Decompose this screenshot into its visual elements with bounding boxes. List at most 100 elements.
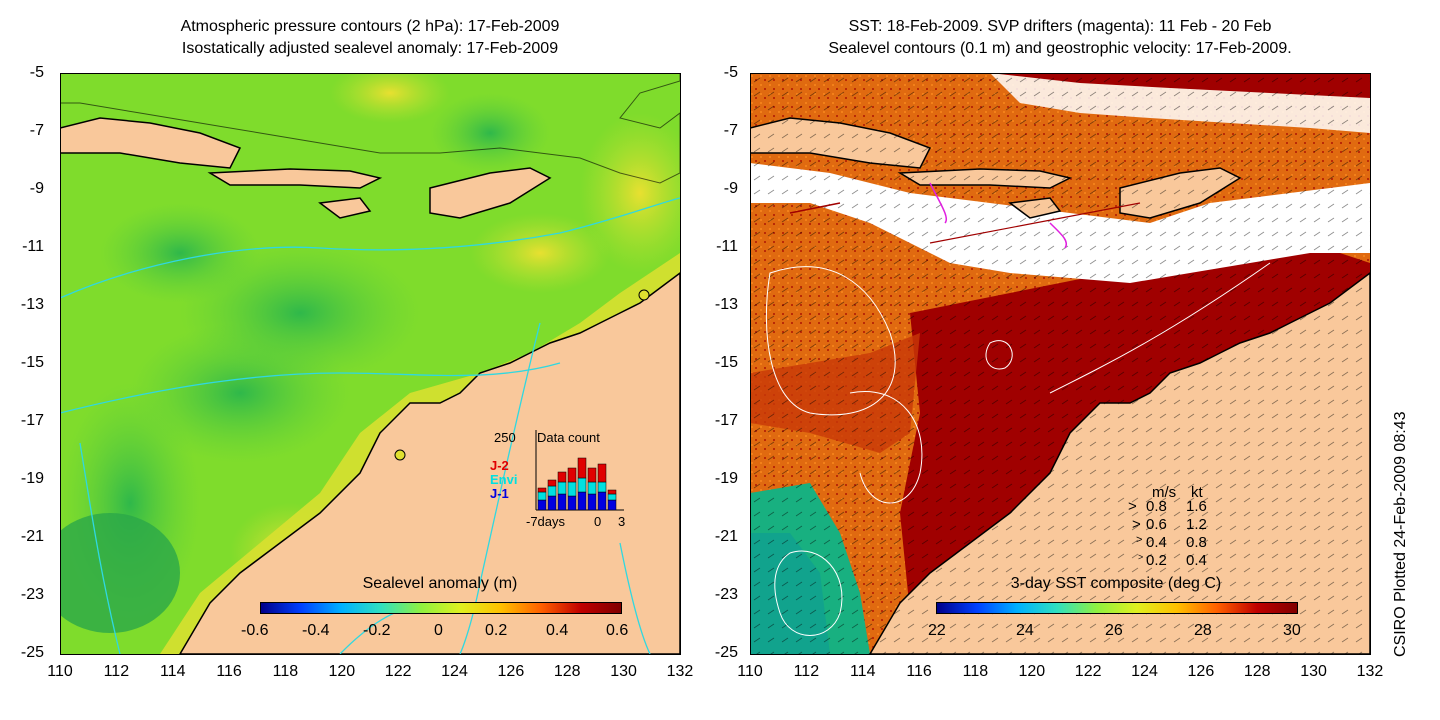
sealevel-anomaly-map bbox=[60, 73, 680, 654]
right-colorbar-title: 3-day SST composite (deg C) bbox=[1010, 575, 1222, 592]
x-tick-label: 126 bbox=[497, 663, 525, 680]
x-tick-label: 124 bbox=[1131, 663, 1158, 680]
sst-map bbox=[750, 73, 1370, 654]
x-tick-label: 114 bbox=[849, 663, 876, 680]
y-tick-label: -23 bbox=[20, 586, 44, 603]
y-tick-label: -7 bbox=[723, 122, 738, 139]
x-tick-label: 132 bbox=[1356, 663, 1384, 680]
x-tick-label: 128 bbox=[553, 663, 581, 680]
inset-bar-segment bbox=[587, 467, 597, 483]
left-title-line1: Atmospheric pressure contours (2 hPa): 1… bbox=[180, 18, 560, 35]
data-count-inset bbox=[535, 430, 624, 511]
left-cb-tick: -0.6 bbox=[241, 622, 269, 639]
left-cb-tick: -0.4 bbox=[302, 622, 330, 639]
x-tick-label: 112 bbox=[793, 663, 820, 680]
inset-bar-segment bbox=[547, 479, 557, 487]
x-tick-label: 116 bbox=[906, 663, 932, 680]
inset-bar-segment bbox=[537, 487, 547, 493]
y-tick-label: -7 bbox=[29, 122, 44, 139]
y-tick-label: -23 bbox=[714, 586, 738, 603]
y-tick-label: -21 bbox=[20, 528, 44, 545]
y-tick-label: -11 bbox=[716, 238, 738, 255]
x-tick-label: 124 bbox=[441, 663, 468, 680]
x-tick-label: 120 bbox=[328, 663, 356, 680]
y-tick-label: -21 bbox=[714, 528, 738, 545]
y-tick-label: -13 bbox=[714, 296, 738, 313]
speed-legend-header-ms: m/s bbox=[1152, 484, 1177, 501]
java-land bbox=[60, 117, 242, 169]
y-tick-label: -25 bbox=[714, 644, 738, 661]
y-tick-label: -25 bbox=[20, 644, 44, 661]
right-colorbar bbox=[936, 602, 1298, 614]
inset-bar-segment bbox=[577, 457, 587, 479]
inset-legend-j1: J-1 bbox=[490, 486, 509, 501]
speed-legend-ms: 0.2 bbox=[1146, 552, 1167, 569]
x-tick-label: 126 bbox=[1187, 663, 1215, 680]
x-tick-label: 122 bbox=[384, 663, 412, 680]
timor-land bbox=[429, 167, 552, 219]
speed-arrow-icon: > bbox=[1138, 552, 1144, 562]
drifter-track bbox=[1049, 222, 1067, 249]
right-cb-tick: 26 bbox=[1105, 622, 1123, 639]
inset-xlabel-zero: 0 bbox=[594, 514, 602, 529]
y-tick-label: -15 bbox=[20, 354, 44, 371]
left-colorbar bbox=[260, 602, 622, 614]
y-tick-label: -11 bbox=[22, 238, 44, 255]
speed-legend-ms: 0.4 bbox=[1146, 534, 1167, 551]
speed-legend-kt: 1.6 bbox=[1186, 498, 1207, 515]
y-tick-label: -5 bbox=[723, 64, 738, 81]
inset-legend-envi: Envi bbox=[490, 472, 518, 487]
x-tick-label: 110 bbox=[737, 663, 763, 680]
y-tick-label: -9 bbox=[723, 180, 738, 197]
x-tick-label: 130 bbox=[610, 663, 637, 680]
x-tick-label: 122 bbox=[1074, 663, 1102, 680]
speed-legend-header-kt: kt bbox=[1191, 484, 1203, 501]
inset-bar-segment bbox=[607, 489, 617, 495]
x-tick-label: 128 bbox=[1243, 663, 1271, 680]
right-title-line1: SST: 18-Feb-2009. SVP drifters (magenta)… bbox=[848, 18, 1272, 35]
right-axes-frame bbox=[750, 73, 1371, 655]
y-tick-label: -15 bbox=[714, 354, 738, 371]
inset-legend-j2: J-2 bbox=[490, 458, 509, 473]
x-tick-label: 112 bbox=[103, 663, 130, 680]
right-title-line2: Sealevel contours (0.1 m) and geostrophi… bbox=[828, 40, 1292, 57]
left-cb-tick: -0.2 bbox=[363, 622, 391, 639]
inset-max-label: 250 bbox=[494, 430, 516, 445]
right-cb-tick: 22 bbox=[928, 622, 946, 639]
right-cb-tick: 30 bbox=[1283, 622, 1301, 639]
x-tick-label: 110 bbox=[47, 663, 73, 680]
y-tick-label: -13 bbox=[20, 296, 44, 313]
speed-legend-kt: 1.2 bbox=[1186, 516, 1207, 533]
x-tick-label: 130 bbox=[1300, 663, 1327, 680]
x-tick-label: 116 bbox=[216, 663, 242, 680]
left-title-line2: Isostatically adjusted sealevel anomaly:… bbox=[181, 40, 559, 57]
inset-bar-segment bbox=[597, 463, 607, 483]
y-tick-label: -19 bbox=[20, 470, 44, 487]
y-tick-label: -5 bbox=[29, 64, 44, 81]
x-tick-label: 118 bbox=[272, 663, 299, 680]
left-colorbar-title: Sealevel anomaly (m) bbox=[362, 575, 518, 592]
y-tick-label: -19 bbox=[714, 470, 738, 487]
inset-title: Data count bbox=[537, 430, 600, 445]
x-tick-label: 114 bbox=[159, 663, 186, 680]
x-tick-label: 120 bbox=[1018, 663, 1046, 680]
right-cb-tick: 24 bbox=[1016, 622, 1034, 639]
drifter-track bbox=[929, 182, 947, 224]
speed-legend-kt: 0.8 bbox=[1186, 534, 1207, 551]
speed-arrow-icon: > bbox=[1128, 498, 1137, 515]
left-cb-tick: 0.6 bbox=[606, 622, 629, 639]
speed-legend-kt: 0.4 bbox=[1186, 552, 1207, 569]
speed-arrow-icon: > bbox=[1132, 516, 1141, 533]
speed-arrow-icon: > bbox=[1136, 534, 1143, 546]
x-tick-label: 118 bbox=[962, 663, 989, 680]
left-cb-tick: 0 bbox=[434, 622, 443, 639]
y-tick-label: -17 bbox=[714, 412, 738, 429]
australia-land bbox=[179, 272, 680, 654]
inset-bar-segment bbox=[567, 467, 577, 483]
right-cb-tick: 28 bbox=[1194, 622, 1212, 639]
plot-credit: CSIRO Plotted 24-Feb-2009 08:43 bbox=[1392, 411, 1409, 657]
inset-xlabel-end: 3 bbox=[618, 514, 626, 529]
inset-xlabel-start: -7days bbox=[526, 514, 566, 529]
x-tick-label: 132 bbox=[666, 663, 694, 680]
y-tick-label: -17 bbox=[20, 412, 44, 429]
